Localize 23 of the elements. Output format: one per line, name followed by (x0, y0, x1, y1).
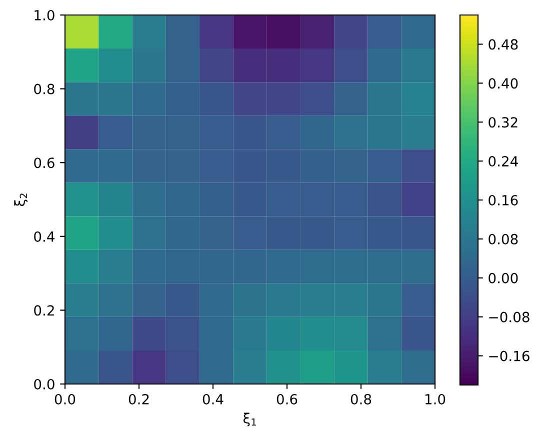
x-axis-title: ξ$_{1}$ (244, 412, 256, 426)
color-bar-label: 0.40 (488, 78, 518, 89)
y-axis-title: ξ$_{2}$ (14, 194, 28, 206)
color-bar-label: −0.16 (489, 350, 530, 362)
y-tick-label: 0.4 (34, 231, 54, 242)
color-bar-label: 0.48 (488, 39, 518, 50)
y-tick-label: 0.2 (34, 305, 54, 316)
x-tick-label: 0.0 (54, 394, 76, 404)
y-tick-label: 0.0 (34, 378, 54, 390)
x-tick-label: 1.0 (425, 394, 446, 404)
y-tick-label: 1.0 (34, 10, 54, 20)
color-bar-label: 0.32 (488, 117, 518, 128)
color-bar-label: 0.24 (488, 156, 518, 167)
y-tick-label: 0.6 (34, 158, 54, 168)
color-bar-label: 0.08 (488, 234, 518, 244)
x-tick-label: 0.2 (128, 394, 149, 404)
color-bar-label: 0.16 (488, 194, 518, 206)
color-bar-label: −0.08 (489, 312, 530, 322)
y-tick-label: 0.8 (34, 84, 54, 94)
color-bar-label: 0.00 (488, 272, 518, 284)
x-tick-label: 0.6 (276, 394, 298, 404)
x-tick-label: 0.8 (350, 394, 372, 404)
x-tick-label: 0.4 (202, 394, 224, 404)
